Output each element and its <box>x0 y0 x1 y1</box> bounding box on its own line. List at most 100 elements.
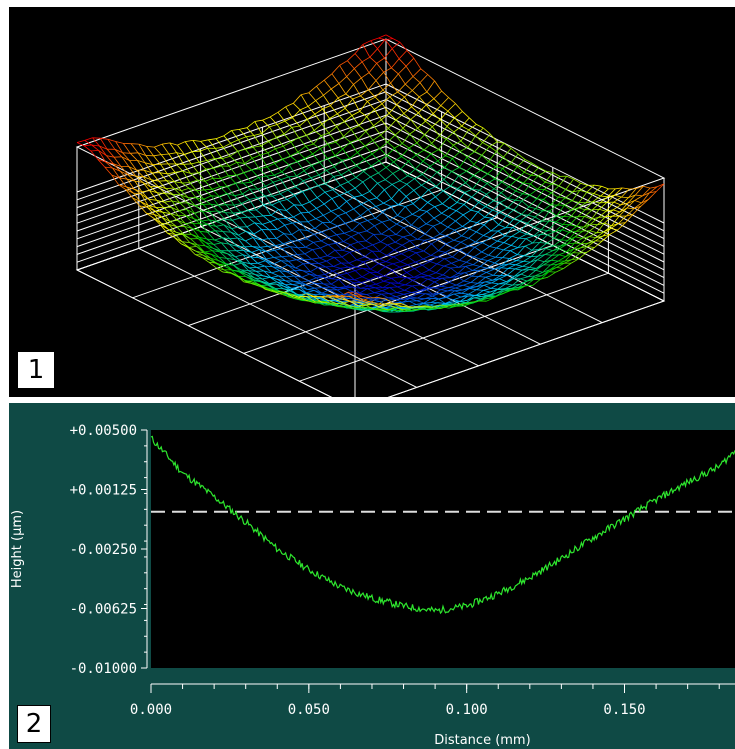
mesh-line <box>401 244 410 251</box>
mesh-line <box>565 189 574 193</box>
mesh-line <box>431 243 439 251</box>
mesh-line <box>154 214 163 218</box>
mesh-line <box>432 304 441 308</box>
mesh-line <box>359 220 368 224</box>
mesh-line <box>332 267 341 272</box>
mesh-line <box>230 231 239 236</box>
mesh-line <box>273 179 282 183</box>
mesh-line <box>337 287 346 291</box>
mesh-line <box>474 294 483 296</box>
mesh-line <box>635 186 644 196</box>
mesh-line <box>372 134 381 141</box>
mesh-line <box>160 154 169 165</box>
mesh-line <box>476 289 484 291</box>
mesh-line <box>378 261 387 265</box>
mesh-line <box>441 90 449 98</box>
mesh-line <box>178 210 187 216</box>
mesh-line <box>264 288 273 292</box>
mesh-line <box>192 140 201 152</box>
mesh-line <box>421 184 429 191</box>
mesh-line <box>405 65 414 77</box>
mesh-line <box>595 235 604 238</box>
wall-grid-line <box>76 145 387 255</box>
mesh-line <box>388 228 397 235</box>
mesh-line <box>248 199 257 211</box>
mesh-line <box>473 251 482 258</box>
mesh-line <box>197 179 206 182</box>
mesh-line <box>231 269 240 273</box>
mesh-line <box>279 201 287 211</box>
mesh-line <box>137 152 146 156</box>
mesh-line <box>517 245 526 248</box>
mesh-line <box>333 174 342 177</box>
mesh-line <box>578 251 588 260</box>
mesh-line <box>409 239 418 242</box>
mesh-line <box>478 193 487 203</box>
mesh-line <box>327 296 336 300</box>
mesh-line <box>286 195 295 200</box>
mesh-line <box>446 117 455 127</box>
mesh-line <box>283 233 292 242</box>
mesh-line <box>157 186 166 189</box>
mesh-line <box>297 145 306 153</box>
mesh-line <box>180 194 188 204</box>
mesh-line <box>380 134 388 143</box>
mesh-line <box>551 254 560 256</box>
mesh-line <box>486 178 496 184</box>
mesh-line <box>446 126 455 133</box>
mesh-line <box>295 267 303 271</box>
mesh-line <box>184 223 193 229</box>
mesh-line <box>498 281 507 285</box>
mesh-line <box>309 197 318 203</box>
mesh-line <box>299 283 308 290</box>
mesh-line <box>371 160 380 167</box>
mesh-line <box>554 237 562 241</box>
mesh-line <box>426 91 435 99</box>
wall-grid-line <box>385 145 665 286</box>
mesh-line <box>229 238 238 247</box>
mesh-line <box>425 113 434 122</box>
mesh-line <box>263 270 272 278</box>
mesh-line <box>260 238 269 241</box>
mesh-line <box>469 228 477 233</box>
mesh-line <box>448 284 457 288</box>
mesh-line <box>563 262 572 269</box>
mesh-line <box>266 251 275 258</box>
mesh-line <box>188 246 197 248</box>
mesh-line <box>514 193 523 201</box>
mesh-line <box>287 189 296 196</box>
mesh-line <box>280 176 289 180</box>
mesh-line <box>398 277 407 284</box>
mesh-line <box>480 294 489 300</box>
mesh-line <box>503 249 511 251</box>
mesh-line <box>198 238 207 244</box>
mesh-line <box>401 133 411 144</box>
mesh-line <box>535 199 544 209</box>
mesh-line <box>508 260 517 265</box>
mesh-line <box>273 257 282 261</box>
mesh-line <box>149 190 157 201</box>
mesh-line <box>415 149 425 156</box>
mesh-line <box>322 287 330 291</box>
wall-grid-line <box>76 106 387 216</box>
mesh-line <box>481 251 489 256</box>
mesh-line <box>367 287 376 289</box>
y-tick-label: +0.00500 <box>70 423 137 439</box>
mesh-line <box>496 289 505 294</box>
mesh-line <box>504 227 513 237</box>
mesh-line <box>173 181 182 192</box>
mesh-line <box>450 175 459 187</box>
mesh-line <box>389 286 398 288</box>
mesh-line <box>99 145 108 150</box>
mesh-line <box>567 242 575 245</box>
x-tick-label: 0.000 <box>130 702 172 718</box>
mesh-line <box>523 182 531 185</box>
mesh-line <box>292 221 301 224</box>
mesh-line <box>537 248 547 257</box>
mesh-line <box>360 89 369 97</box>
mesh-line <box>289 155 298 162</box>
mesh-line <box>311 162 320 166</box>
mesh-line <box>506 268 516 276</box>
mesh-line <box>246 127 255 136</box>
mesh-line <box>424 134 432 144</box>
